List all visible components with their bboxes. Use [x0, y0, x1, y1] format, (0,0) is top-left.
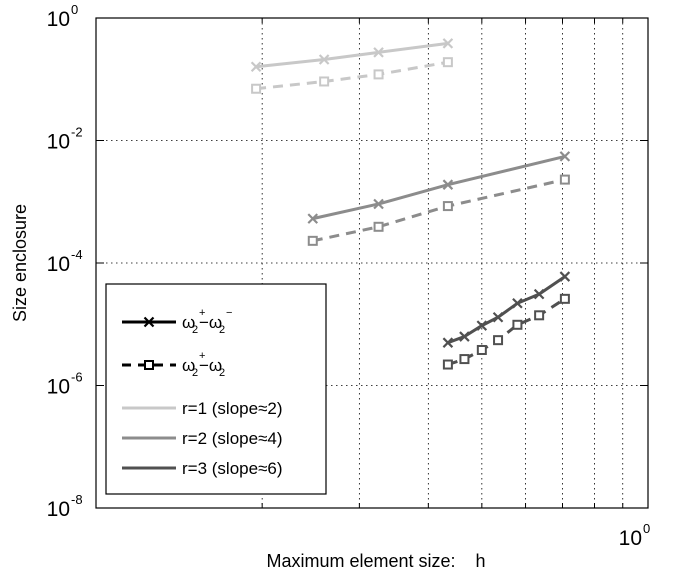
x-tick-label-0: 10	[619, 527, 642, 550]
grid	[96, 18, 648, 508]
data-point-3-3	[559, 174, 570, 185]
series-r=2-upper	[307, 151, 571, 224]
legend-label-3: r=2 (slope≈4)	[182, 429, 283, 448]
data-point-1-1	[319, 76, 330, 87]
legend-entry-1: ω2+−ω2	[122, 350, 225, 379]
data-point-3-2	[442, 201, 453, 212]
legend-box	[105, 283, 327, 495]
data-point-4-1	[459, 331, 470, 342]
series-line-3	[312, 178, 566, 243]
series-layer	[250, 38, 571, 370]
series-r=1-lower	[251, 57, 453, 94]
data-point-5-5	[534, 310, 545, 321]
y-tick-label-4: 10	[47, 498, 70, 521]
legend-entry-3: r=2 (slope≈4)	[122, 429, 283, 448]
series-r=1-upper	[250, 38, 454, 73]
y-tick-label-2: 10	[47, 253, 70, 276]
data-point-4-0	[442, 337, 454, 348]
legend-label-0: ω2+−ω2−	[182, 307, 232, 336]
x-axis-label: Maximum element size: h	[266, 551, 485, 571]
ticks: 10 010 -210 -410 -610 -810 0	[47, 2, 651, 550]
legend: ω2+−ω2− ω2+−ω2 r=1 (slope≈2) r=2 (slope≈4) r…	[105, 283, 327, 495]
x-tick-label-exp-0: 0	[643, 521, 650, 536]
data-point-2-0	[307, 213, 319, 224]
data-point-1-3	[442, 57, 453, 68]
y-tick-label-exp-2: -4	[71, 247, 83, 262]
data-point-4-5	[533, 288, 545, 300]
data-point-5-4	[512, 319, 523, 330]
y-tick-label-3: 10	[47, 376, 70, 399]
y-tick-label-exp-3: -6	[71, 370, 83, 385]
data-point-0-1	[318, 54, 330, 65]
legend-label-4: r=3 (slope≈6)	[182, 459, 283, 478]
data-point-2-1	[373, 198, 384, 210]
data-point-4-2	[476, 320, 488, 331]
data-point-1-2	[373, 69, 384, 80]
data-point-5-3	[493, 335, 504, 346]
data-point-4-6	[559, 271, 571, 282]
y-tick-label-exp-4: -8	[71, 492, 83, 507]
series-r=3-lower	[442, 293, 570, 370]
data-point-4-3	[492, 311, 504, 323]
legend-label-2: r=1 (slope≈2)	[182, 399, 283, 418]
series-r=2-lower	[307, 174, 570, 246]
y-tick-label-1: 10	[47, 131, 70, 154]
legend-entry-4: r=3 (slope≈6)	[122, 459, 283, 478]
data-point-4-4	[512, 297, 523, 309]
y-tick-label-exp-1: -2	[71, 125, 83, 140]
data-point-0-2	[373, 47, 384, 58]
series-line-0	[255, 41, 449, 69]
legend-label-1: ω2+−ω2	[182, 350, 225, 379]
data-point-5-2	[476, 344, 487, 355]
y-axis-label: Size enclosure	[10, 204, 30, 322]
data-point-5-1	[459, 354, 470, 365]
series-line-1	[255, 60, 449, 91]
data-point-0-0	[250, 61, 262, 73]
data-point-5-6	[559, 293, 570, 304]
legend-entry-0: ω2+−ω2−	[122, 307, 232, 336]
y-tick-label-exp-0: 0	[71, 2, 78, 17]
series-r=3-upper	[442, 271, 571, 348]
data-point-1-0	[251, 83, 262, 94]
y-tick-label-0: 10	[47, 8, 70, 31]
data-point-3-1	[373, 221, 384, 232]
data-point-0-3	[442, 38, 454, 49]
legend-entry-2: r=1 (slope≈2)	[122, 399, 283, 418]
data-point-2-3	[559, 151, 571, 162]
data-point-3-0	[307, 235, 318, 246]
series-line-2	[312, 154, 566, 221]
data-point-2-2	[442, 179, 454, 190]
legend-swatch-marker-0	[143, 316, 155, 328]
data-point-5-0	[442, 359, 453, 370]
legend-swatch-marker-1	[144, 360, 154, 370]
